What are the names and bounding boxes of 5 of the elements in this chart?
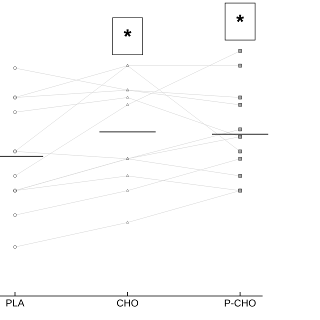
x-tick-label: P-CHO	[224, 300, 256, 307]
text: *	[236, 14, 244, 22]
x-tick-label: CHO	[116, 300, 138, 307]
x-tick-label: PLA	[6, 300, 24, 306]
text: *	[124, 29, 132, 37]
